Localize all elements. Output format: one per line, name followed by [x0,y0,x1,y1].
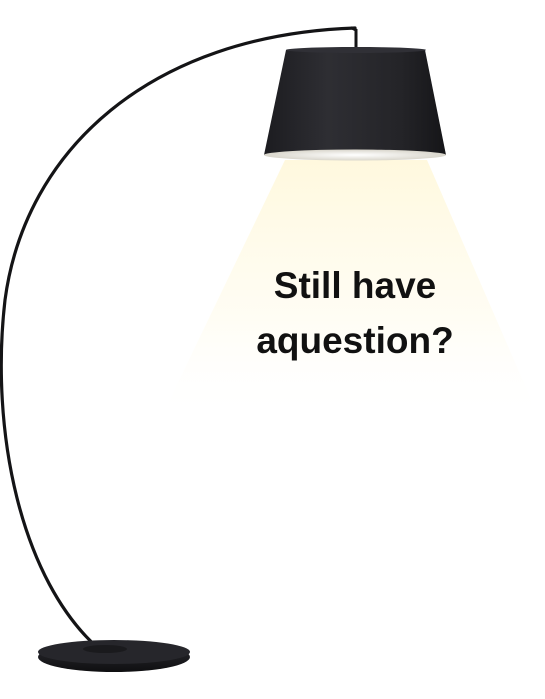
lamp-hook [350,26,358,49]
headline-line-2: aquestion? [256,320,454,361]
headline-line-1: Still have [273,265,437,306]
lamp-shade [264,50,446,160]
lamp-arc-pole [0,26,357,652]
headline: Still have aquestion? [200,258,510,368]
lamp-shade-opening [264,149,446,161]
light-beam [160,160,540,420]
